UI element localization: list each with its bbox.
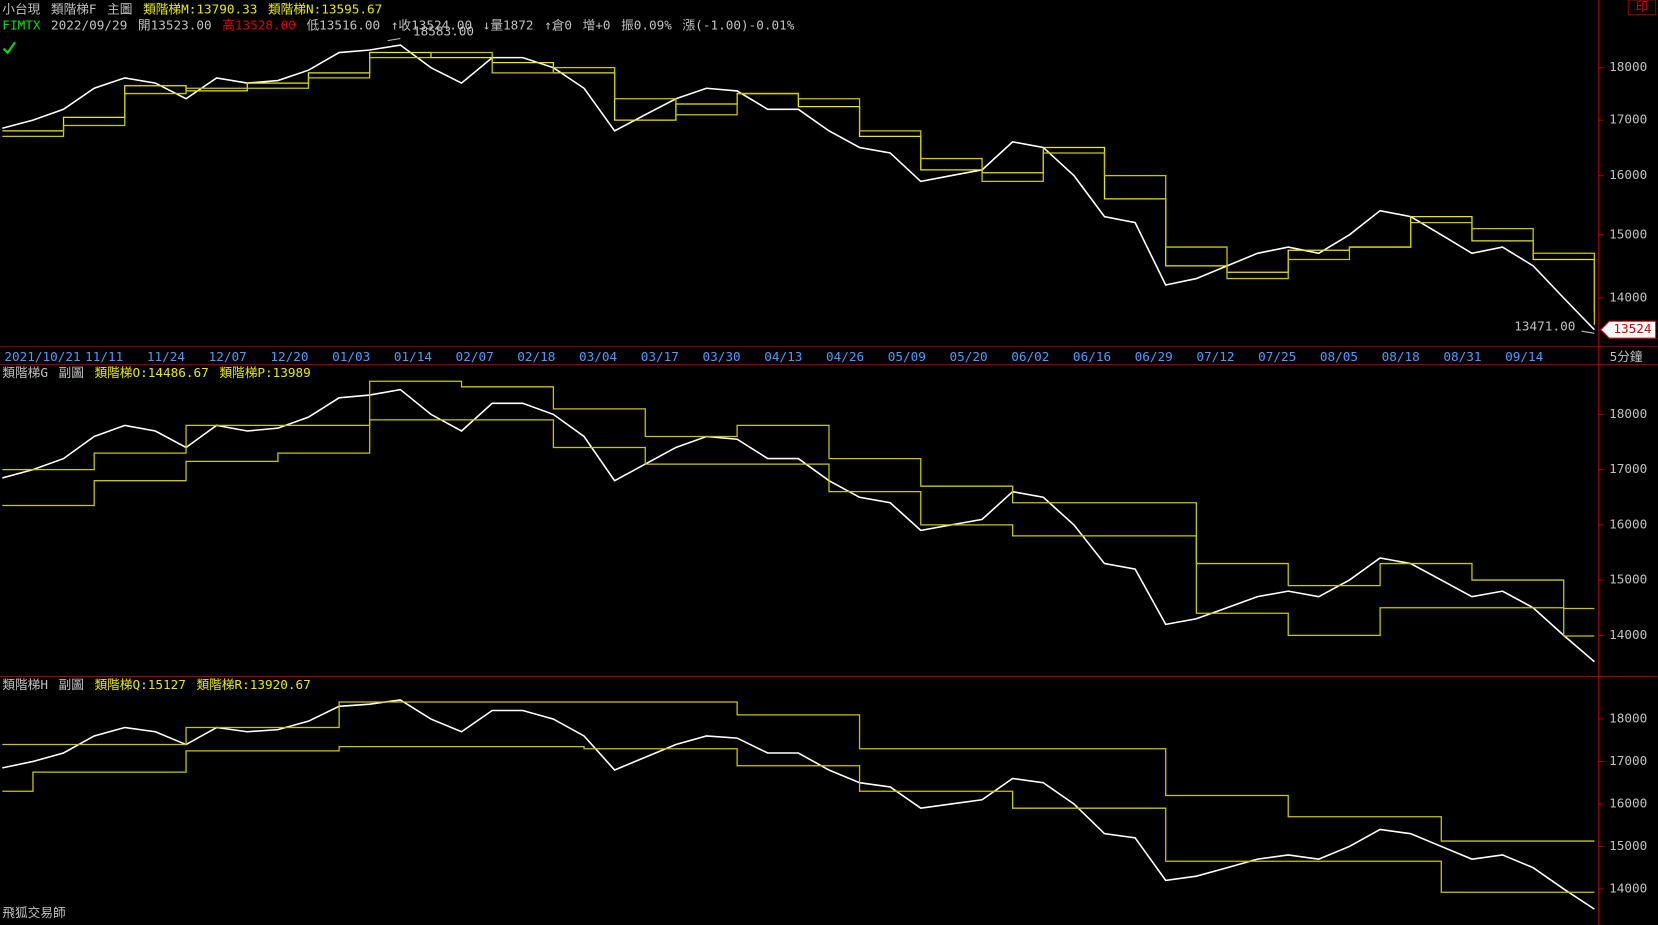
- header-line: 類階梯H 副圖 類階梯Q:15127 類階梯R:13920.67: [2, 677, 310, 692]
- x-tick-label: 03/17: [641, 349, 679, 364]
- header-item: 小台現: [2, 1, 40, 16]
- x-tick-label: 04/26: [826, 349, 864, 364]
- header-item: 副圖: [59, 677, 84, 692]
- y-tick-label: 15000: [1609, 572, 1647, 587]
- annotation-tick: [1581, 330, 1595, 334]
- header-item: 主圖: [107, 1, 132, 16]
- y-tick-label: 14000: [1609, 627, 1647, 642]
- x-tick-label: 11/11: [85, 349, 123, 364]
- annotation: 13471.00: [1514, 318, 1575, 333]
- print-button-box[interactable]: [1627, 0, 1657, 16]
- y-tick-label: 17000: [1609, 112, 1647, 127]
- x-tick-label: 07/25: [1258, 349, 1296, 364]
- header-item: FIMTX: [2, 17, 41, 32]
- price-tag: 13524: [1613, 321, 1652, 336]
- y-tick-label: 16000: [1609, 167, 1647, 182]
- x-tick-label: 01/14: [394, 349, 433, 364]
- price-line: [2, 388, 1595, 663]
- y-tick-label: 18000: [1609, 59, 1647, 74]
- header-item: ↑倉0: [544, 17, 572, 32]
- y-tick-label: 14000: [1609, 290, 1647, 305]
- x-tick-label: 12/07: [209, 349, 247, 364]
- x-tick-label: 02/18: [517, 349, 555, 364]
- header-item: 類階梯H: [2, 677, 48, 692]
- x-tick-label: 02/07: [456, 349, 494, 364]
- ladder-line: [2, 701, 1595, 842]
- ladder-line: [2, 746, 1595, 893]
- x-tick-label: 09/14: [1505, 349, 1544, 364]
- header-line: 類階梯G 副圖 類階梯O:14486.67 類階梯P:13989: [2, 365, 310, 380]
- x-tick-label: 05/20: [949, 349, 987, 364]
- x-tick-label: 04/13: [764, 349, 802, 364]
- header-item: 類階梯F: [51, 1, 97, 16]
- header-item: 低13516.00: [306, 17, 380, 32]
- header-item: 2022/09/29: [51, 17, 127, 32]
- price-line: [2, 699, 1595, 910]
- x-tick-label: 06/16: [1073, 349, 1111, 364]
- x-tick-label: 2021/10/21: [4, 349, 80, 364]
- x-tick-label: 03/30: [703, 349, 741, 364]
- x-unit: 5分鐘: [1610, 349, 1643, 364]
- header-item: 開13523.00: [138, 17, 212, 32]
- y-tick-label: 17000: [1609, 461, 1647, 476]
- x-tick-label: 08/31: [1443, 349, 1481, 364]
- header-item: 類階梯R:13920.67: [196, 677, 310, 692]
- header-item: ↑收13524.00: [391, 17, 472, 32]
- header-item: 副圖: [59, 365, 84, 380]
- x-tick-label: 11/24: [147, 349, 186, 364]
- annotation-tick: [387, 37, 401, 42]
- ladder-line: [2, 51, 1596, 325]
- price-tag-box: [1599, 320, 1657, 339]
- x-tick-label: 12/20: [270, 349, 308, 364]
- y-tick-label: 14000: [1609, 880, 1647, 895]
- check-icon: [2, 41, 16, 55]
- header-item: 高13528.00: [222, 17, 296, 32]
- header-item: 類階梯M:13790.33: [143, 1, 257, 16]
- y-tick-label: 18000: [1609, 711, 1647, 726]
- header-item: 類階梯O:14486.67: [94, 365, 208, 380]
- x-tick-label: 03/04: [579, 349, 618, 364]
- price-line: [2, 44, 1595, 331]
- y-tick-label: 16000: [1609, 516, 1647, 531]
- header-item: 振0.09%: [621, 17, 672, 32]
- x-tick-label: 08/05: [1320, 349, 1358, 364]
- header-item: 類階梯G: [2, 365, 48, 380]
- header-item: 類階梯N:13595.67: [268, 1, 382, 16]
- header-item: ↓量1872: [483, 17, 534, 32]
- ladder-line: [2, 419, 1595, 637]
- x-tick-label: 08/18: [1382, 349, 1420, 364]
- header-item: 類階梯P:13989: [219, 365, 310, 380]
- header-line: 小台現 類階梯F 主圖 類階梯M:13790.33 類階梯N:13595.67: [2, 1, 382, 16]
- y-tick-label: 15000: [1609, 838, 1647, 853]
- header-item: 類階梯Q:15127: [94, 677, 185, 692]
- ladder-line: [2, 380, 1595, 610]
- y-tick-label: 16000: [1609, 795, 1647, 810]
- annotation: 18583.00: [413, 24, 474, 39]
- x-tick-label: 06/02: [1011, 349, 1049, 364]
- x-tick-label: 07/12: [1196, 349, 1234, 364]
- x-tick-label: 05/09: [888, 349, 926, 364]
- footer: 飛狐交易師: [2, 905, 66, 920]
- x-tick-label: 01/03: [332, 349, 370, 364]
- header-line: FIMTX 2022/09/29 開13523.00 高13528.00 低13516.…: [2, 17, 794, 32]
- y-tick-label: 18000: [1609, 406, 1647, 421]
- y-tick-label: 17000: [1609, 753, 1647, 768]
- x-tick-label: 06/29: [1135, 349, 1173, 364]
- print-button[interactable]: 印: [1636, 0, 1649, 14]
- header-item: 漲(-1.00)-0.01%: [683, 17, 795, 32]
- y-tick-label: 15000: [1609, 226, 1647, 241]
- header-item: 增+0: [583, 17, 611, 32]
